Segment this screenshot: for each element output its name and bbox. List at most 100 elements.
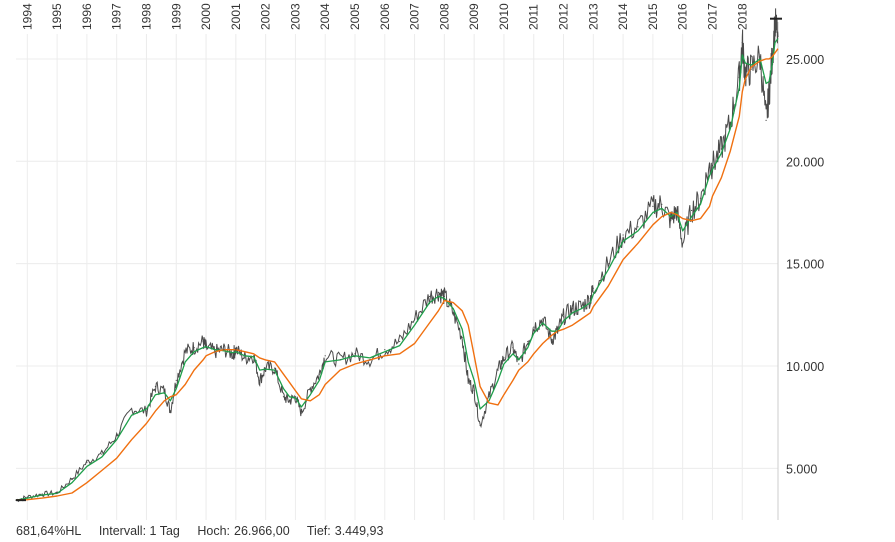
price-point xyxy=(101,453,103,455)
price-point xyxy=(253,355,255,357)
price-point xyxy=(259,379,261,381)
price-point xyxy=(637,226,639,228)
price-point xyxy=(729,121,731,124)
x-tick-label: 2007 xyxy=(408,3,422,30)
price-point xyxy=(163,390,165,392)
price-point xyxy=(661,203,663,205)
y-tick-label: 10.000 xyxy=(786,360,824,374)
price-point xyxy=(154,385,157,388)
change-percent: 681,64%HL xyxy=(16,524,82,538)
price-point xyxy=(324,355,326,357)
sma-long-line xyxy=(15,48,779,501)
y-tick-label: 20.000 xyxy=(786,155,824,169)
x-tick-label: 2003 xyxy=(288,3,302,30)
price-line xyxy=(15,8,779,503)
price-point xyxy=(193,347,195,349)
price-point xyxy=(184,351,186,353)
price-point xyxy=(592,287,594,289)
price-point xyxy=(467,379,469,381)
x-tick-label: 1997 xyxy=(110,3,124,30)
price-point xyxy=(300,412,302,414)
x-tick-label: 2015 xyxy=(646,3,660,30)
x-tick-label: 2014 xyxy=(616,3,630,30)
x-tick-label: 1998 xyxy=(139,3,153,30)
price-point xyxy=(175,379,177,381)
x-tick-label: 2018 xyxy=(735,3,749,30)
price-point xyxy=(428,295,431,298)
price-point xyxy=(384,349,386,351)
x-tick-label: 2009 xyxy=(467,3,481,30)
price-point xyxy=(652,205,654,207)
price-point xyxy=(461,336,463,338)
interval-label: Intervall: 1 Tag xyxy=(98,524,180,538)
x-tick-label: 2002 xyxy=(259,3,273,30)
x-tick-label: 2013 xyxy=(586,3,600,30)
price-point xyxy=(86,461,88,463)
x-tick-label: 2017 xyxy=(705,3,719,30)
price-point xyxy=(622,234,624,236)
price-point xyxy=(369,359,371,361)
price-point xyxy=(708,166,711,169)
x-tick-label: 2005 xyxy=(348,3,362,30)
price-point xyxy=(768,93,770,95)
price-point xyxy=(512,347,514,349)
price-point xyxy=(518,363,520,365)
x-tick-label: 1999 xyxy=(169,3,183,30)
price-point xyxy=(56,492,58,494)
price-point xyxy=(676,209,678,212)
price-point xyxy=(759,56,761,58)
price-point xyxy=(571,308,574,310)
x-tick-label: 2006 xyxy=(378,3,392,30)
x-tick-label: 1995 xyxy=(50,3,64,30)
x-tick-label: 2001 xyxy=(229,3,243,30)
price-point xyxy=(777,35,779,38)
price-point xyxy=(551,338,553,341)
x-tick-label: 2004 xyxy=(318,3,332,30)
price-point xyxy=(130,408,133,410)
price-point xyxy=(443,295,445,298)
price-point xyxy=(488,396,490,398)
x-tick-label: 2010 xyxy=(497,3,511,30)
price-point xyxy=(205,347,207,349)
price-point xyxy=(288,400,291,402)
price-point xyxy=(741,41,743,44)
price-point xyxy=(26,496,28,498)
price-point xyxy=(497,369,499,371)
price-point xyxy=(699,197,702,199)
price-point xyxy=(339,359,341,361)
price-point xyxy=(473,390,475,392)
price-point xyxy=(542,318,544,320)
price-point xyxy=(691,209,693,212)
price-point xyxy=(244,357,246,359)
grid xyxy=(16,22,779,520)
price-point xyxy=(235,349,237,351)
price-point xyxy=(670,220,672,222)
price-point xyxy=(720,148,723,150)
sma-short-line xyxy=(15,38,779,501)
y-tick-label: 15.000 xyxy=(786,258,824,272)
price-point xyxy=(169,410,171,412)
price-point xyxy=(116,435,118,437)
price-point xyxy=(354,353,356,355)
price-point xyxy=(202,340,204,343)
price-point xyxy=(607,263,609,265)
axes: 1994 1995 1996 1997 1998 1999 2000 2001 2002 2003… xyxy=(16,3,824,502)
price-point xyxy=(589,297,591,300)
price-point xyxy=(294,396,297,398)
x-tick-label: 1996 xyxy=(80,3,94,30)
price-point xyxy=(744,72,746,74)
series-group xyxy=(15,8,779,503)
price-point xyxy=(273,367,276,369)
price-point xyxy=(682,242,684,244)
x-tick-label: 2008 xyxy=(437,3,451,30)
price-point xyxy=(71,478,73,480)
price-point xyxy=(711,164,714,167)
x-tick-label: 2016 xyxy=(676,3,690,30)
status-bar: 681,64%HL Intervall: 1 Tag Hoch: 26.966,0… xyxy=(16,524,397,542)
price-point xyxy=(479,424,481,427)
price-point xyxy=(580,306,582,308)
y-tick-label: 25.000 xyxy=(786,53,824,67)
low-value: 3.449,93 xyxy=(334,524,384,538)
price-point xyxy=(282,396,285,398)
